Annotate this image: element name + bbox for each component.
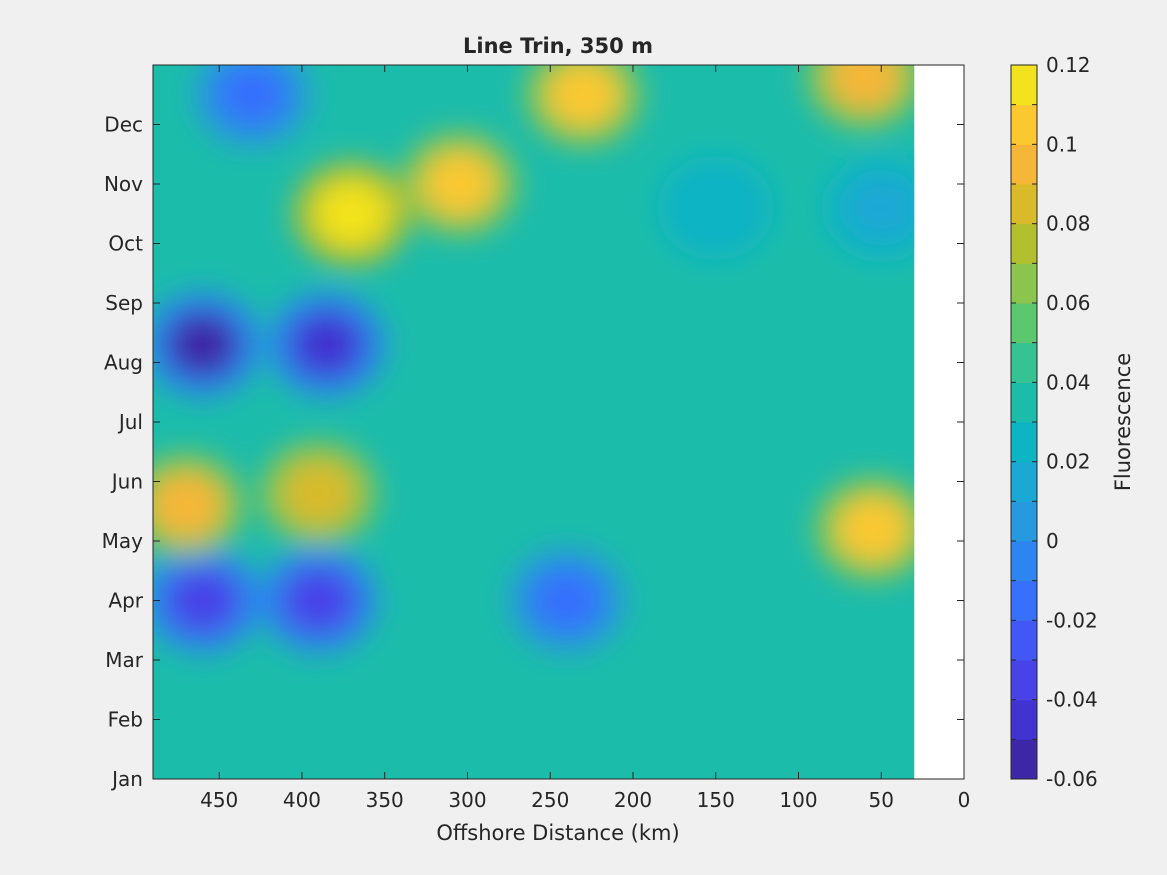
colorbar-tick-label--0.02: -0.02 bbox=[1046, 608, 1098, 632]
y-tick-label-Jun: Jun bbox=[110, 470, 143, 494]
x-tick-label-0: 0 bbox=[958, 788, 971, 812]
colorbar-band-10 bbox=[1011, 342, 1037, 383]
x-tick-label-450: 450 bbox=[200, 788, 238, 812]
contour-feature-9 bbox=[836, 496, 910, 562]
colorbar-tick-label-0.12: 0.12 bbox=[1046, 53, 1091, 77]
chart-title: Line Trin, 350 m bbox=[463, 34, 653, 58]
field-base bbox=[153, 65, 915, 779]
y-tick-label-Oct: Oct bbox=[108, 232, 143, 256]
contour-feature-5 bbox=[215, 65, 289, 128]
colorbar-tick-label--0.04: -0.04 bbox=[1046, 688, 1098, 712]
colorbar-label: Fluorescence bbox=[1111, 353, 1135, 491]
colorbar-tick-label-0.08: 0.08 bbox=[1046, 212, 1091, 236]
contour-feature-8 bbox=[546, 65, 620, 128]
colorbar-band-4 bbox=[1011, 580, 1037, 621]
contour-feature-1 bbox=[290, 311, 364, 378]
contour-feature-12 bbox=[153, 472, 223, 539]
x-tick-label-250: 250 bbox=[531, 788, 569, 812]
colorbar-tick-label-0: 0 bbox=[1046, 529, 1059, 553]
y-tick-label-May: May bbox=[102, 529, 144, 553]
colorbar-band-5 bbox=[1011, 541, 1037, 582]
colorbar-tick-label-0.04: 0.04 bbox=[1046, 370, 1091, 394]
contour-feature-4 bbox=[530, 567, 604, 634]
colorbar-band-8 bbox=[1011, 422, 1037, 463]
x-tick-label-350: 350 bbox=[366, 788, 404, 812]
x-tick-label-400: 400 bbox=[283, 788, 321, 812]
contour-field bbox=[153, 65, 915, 779]
contour-feature-6 bbox=[315, 181, 389, 247]
contour-feature-3 bbox=[282, 567, 355, 634]
y-tick-label-Jul: Jul bbox=[117, 410, 143, 434]
x-tick-label-200: 200 bbox=[614, 788, 652, 812]
no-data-region bbox=[914, 65, 915, 779]
x-axis-label: Offshore Distance (km) bbox=[436, 821, 679, 845]
colorbar-band-15 bbox=[1011, 144, 1037, 185]
contour-feature-2 bbox=[166, 567, 240, 634]
colorbar-tick-label-0.02: 0.02 bbox=[1046, 450, 1091, 474]
x-tick-label-150: 150 bbox=[697, 788, 735, 812]
colorbar-band-17 bbox=[1011, 65, 1037, 106]
x-tick-label-300: 300 bbox=[448, 788, 486, 812]
colorbar: 0.12 0.1 0.08 0.06 0.04 0.02 0 -0.02 -0.04 -0.06 bbox=[1010, 53, 1098, 791]
contour-feature-0 bbox=[166, 311, 240, 378]
contour-feature-13 bbox=[679, 175, 753, 241]
y-tick-label-Mar: Mar bbox=[105, 648, 144, 672]
contour-feature-11 bbox=[282, 460, 355, 527]
contour-feature-7 bbox=[422, 151, 496, 217]
colorbar-band-13 bbox=[1011, 223, 1037, 264]
colorbar-band-0 bbox=[1011, 739, 1037, 780]
colorbar-band-9 bbox=[1011, 382, 1037, 423]
colorbar-band-7 bbox=[1011, 461, 1037, 502]
colorbar-band-11 bbox=[1011, 303, 1037, 344]
x-axis: 450 400 350 300 250 200 150 100 50 0 bbox=[200, 65, 970, 812]
contour-feature-14 bbox=[844, 175, 915, 241]
colorbar-band-2 bbox=[1011, 660, 1037, 701]
y-tick-label-Sep: Sep bbox=[105, 291, 143, 315]
colorbar-band-6 bbox=[1011, 501, 1037, 542]
x-tick-label-100: 100 bbox=[779, 788, 817, 812]
y-tick-label-Jan: Jan bbox=[110, 767, 143, 791]
colorbar-band-3 bbox=[1011, 620, 1037, 661]
y-tick-label-Dec: Dec bbox=[104, 113, 143, 137]
x-tick-label-50: 50 bbox=[869, 788, 894, 812]
y-tick-label-Apr: Apr bbox=[108, 589, 143, 613]
colorbar-band-12 bbox=[1011, 263, 1037, 304]
colorbar-tick-label--0.06: -0.06 bbox=[1046, 767, 1098, 791]
y-tick-label-Nov: Nov bbox=[104, 172, 143, 196]
colorbar-band-16 bbox=[1011, 104, 1037, 145]
colorbar-band-14 bbox=[1011, 184, 1037, 225]
colorbar-tick-label-0.1: 0.1 bbox=[1046, 132, 1078, 156]
colorbar-band-1 bbox=[1011, 699, 1037, 740]
y-axis: Jan Feb Mar Apr May Jun Jul Aug Sep Oct Nov Dec bbox=[102, 113, 964, 791]
y-tick-label-Aug: Aug bbox=[104, 351, 143, 375]
colorbar-tick-label-0.06: 0.06 bbox=[1046, 291, 1091, 315]
y-tick-label-Feb: Feb bbox=[108, 708, 143, 732]
field-blobs bbox=[153, 65, 915, 653]
contour-feature-10 bbox=[828, 65, 902, 110]
